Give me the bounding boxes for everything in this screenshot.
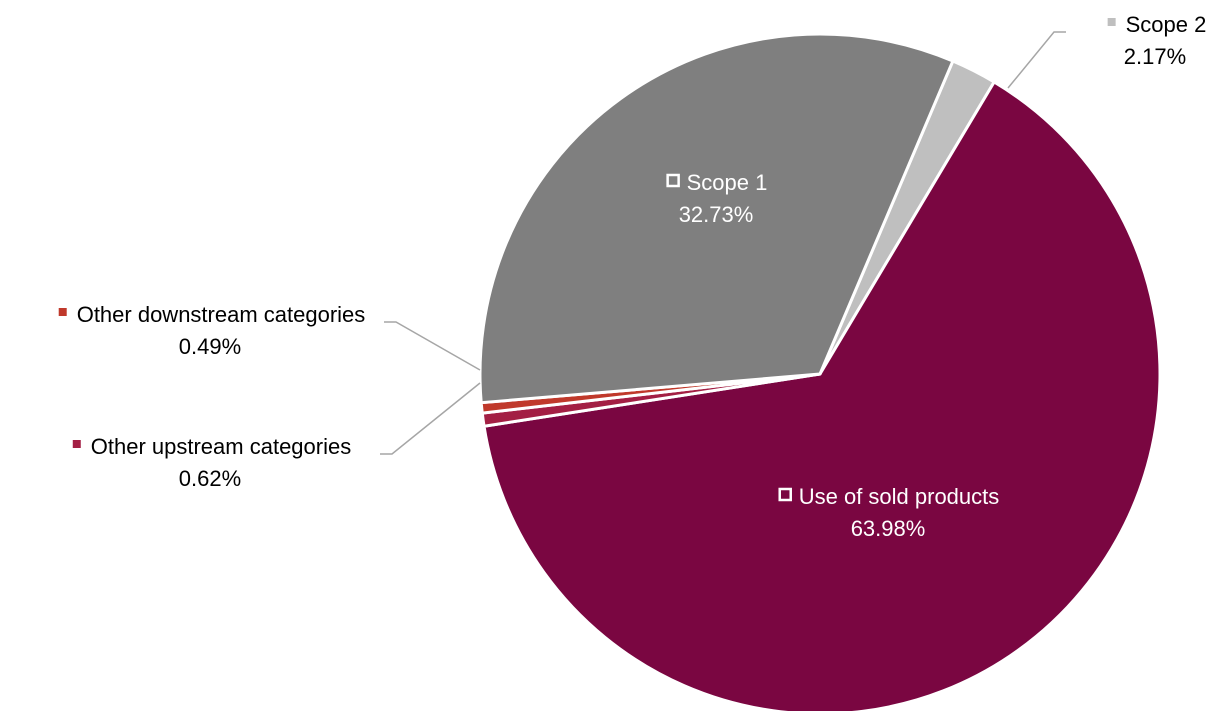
data-label-name: Other upstream categories (91, 434, 351, 459)
data-labels: Scope 2 2.17% Use of sold products 63.98% Ot… (58, 12, 1207, 541)
data-label: Scope 1 32.73% (679, 170, 768, 227)
data-label-name: Scope 1 (687, 170, 768, 195)
data-label-name: Use of sold products (799, 484, 1000, 509)
legend-key-marker (58, 308, 67, 316)
legend-key-marker (778, 487, 792, 502)
legend-key-marker (666, 173, 680, 188)
data-label-value: 63.98% (851, 516, 926, 541)
data-label: Other downstream categories 0.49% (77, 302, 366, 359)
pie-slice-use-of-sold-products (482, 80, 1162, 711)
legend-key-marker (1107, 18, 1116, 26)
data-label-value: 0.49% (179, 334, 241, 359)
data-label: Other upstream categories 0.62% (91, 434, 351, 491)
data-label: Use of sold products 63.98% (799, 484, 1000, 541)
leader-line (384, 321, 481, 371)
data-label-value: 0.62% (179, 466, 241, 491)
pie-slice-scope-1 (478, 32, 955, 405)
pie-slices (478, 32, 1162, 711)
data-label-name: Scope 2 (1126, 12, 1207, 37)
leader-line (1007, 31, 1066, 89)
leader-line (380, 382, 481, 455)
data-label-value: 32.73% (679, 202, 754, 227)
leader-lines (380, 31, 1066, 455)
data-label-value: 2.17% (1124, 44, 1186, 69)
data-label: Scope 2 2.17% (1124, 12, 1207, 69)
legend-key-marker (72, 440, 81, 448)
data-label-name: Other downstream categories (77, 302, 366, 327)
